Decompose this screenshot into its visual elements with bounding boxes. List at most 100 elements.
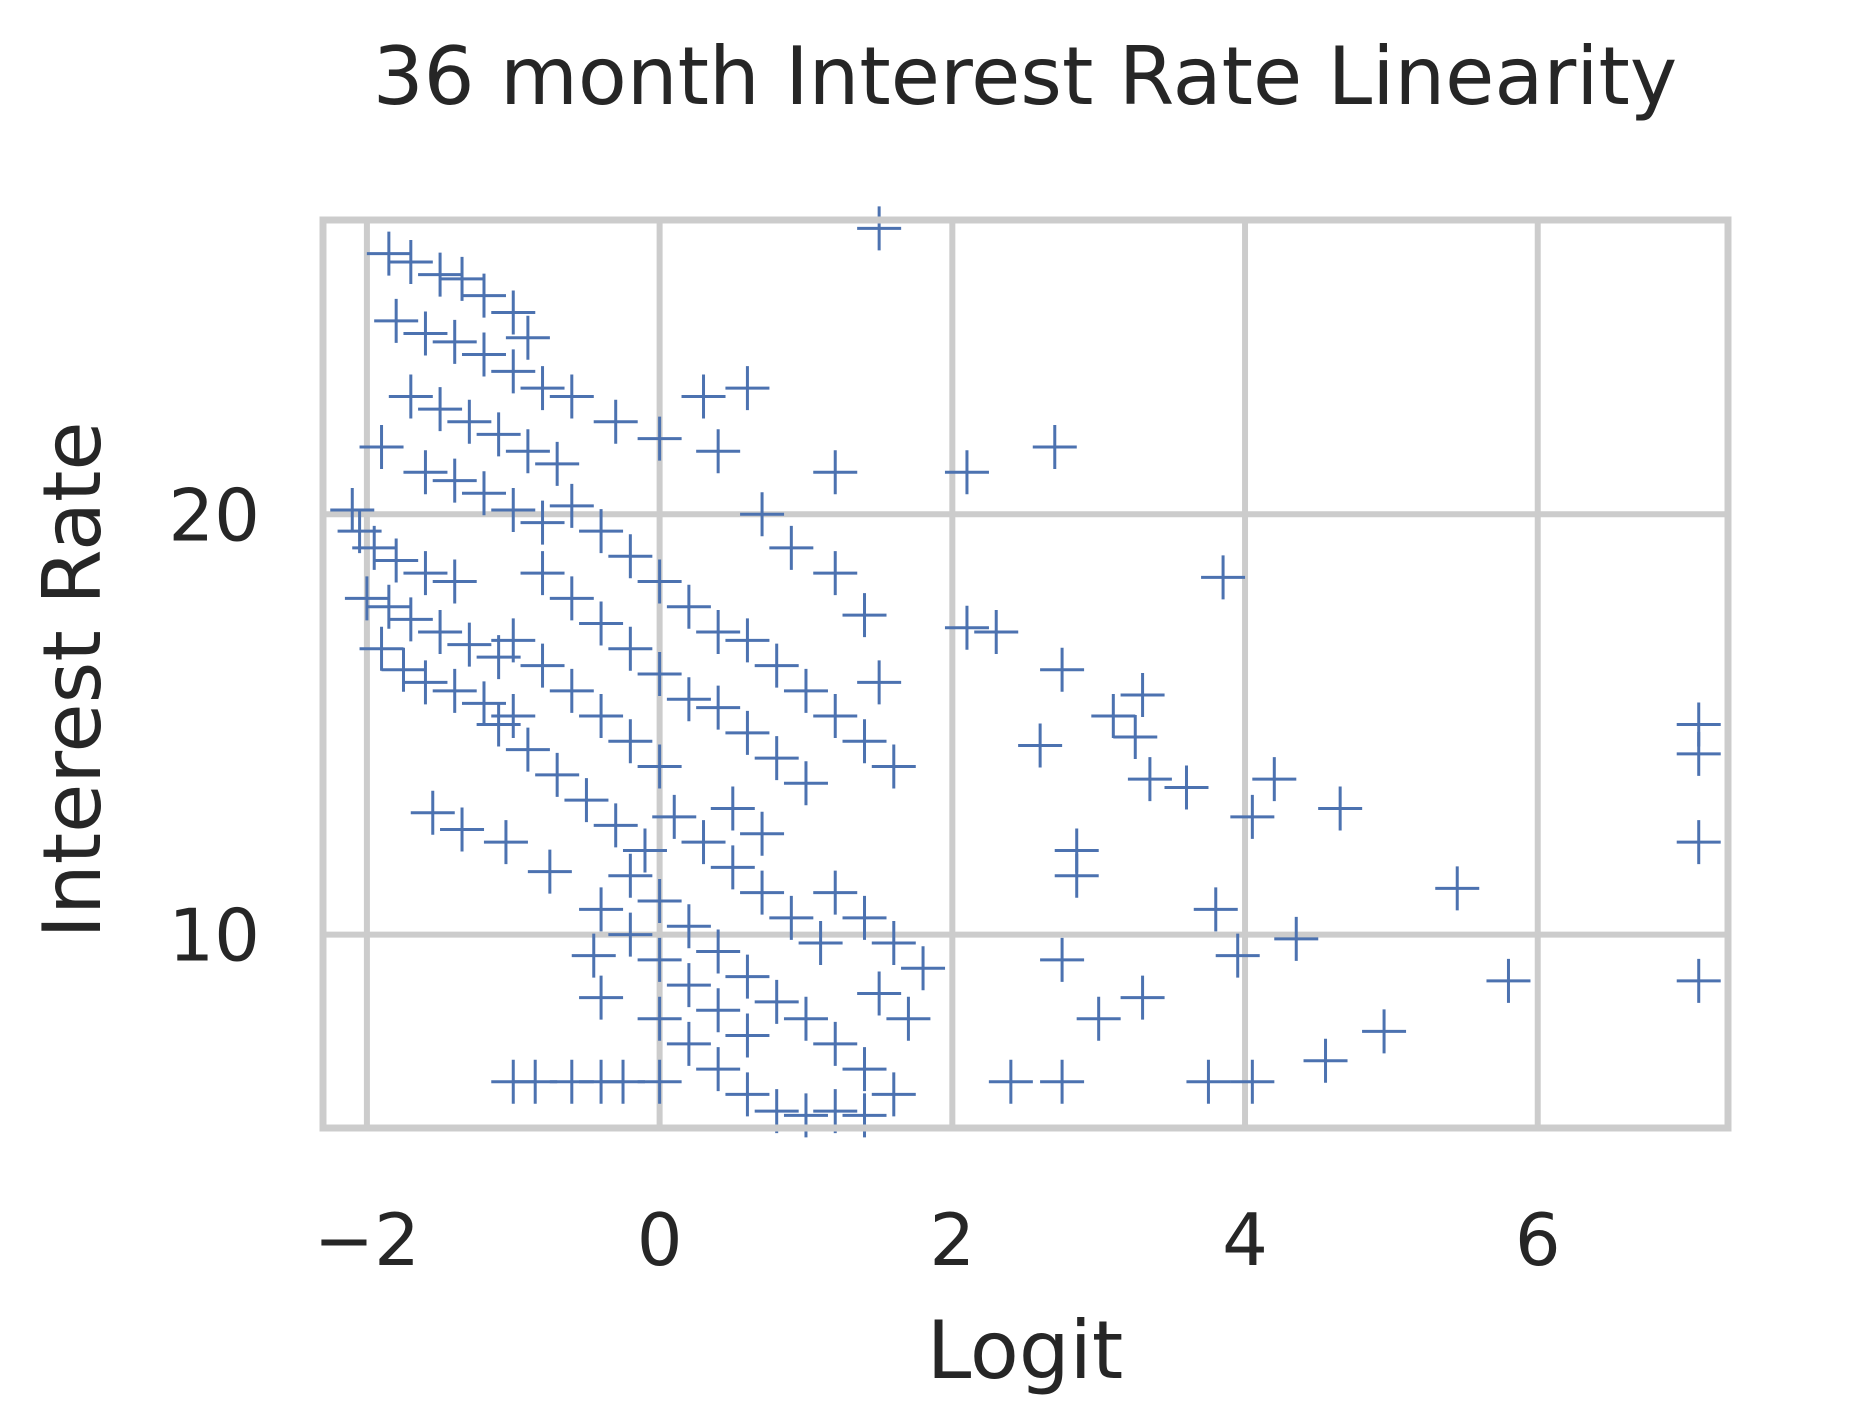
data-point <box>725 366 770 411</box>
data-point <box>549 576 594 621</box>
data-point <box>842 593 887 638</box>
data-point <box>798 921 843 966</box>
data-point <box>579 509 624 554</box>
data-point <box>944 605 989 650</box>
data-point <box>1032 425 1077 469</box>
data-point <box>769 525 814 570</box>
data-point <box>549 668 594 713</box>
data-point <box>403 551 448 596</box>
data-point <box>886 996 931 1041</box>
x-axis-label: Logit <box>927 1304 1123 1397</box>
data-point <box>666 584 711 629</box>
data-point <box>505 727 550 772</box>
data-point <box>1040 647 1085 692</box>
data-point <box>1120 975 1165 1020</box>
data-point <box>1318 786 1363 831</box>
data-point <box>871 1072 916 1117</box>
data-point <box>461 332 506 377</box>
y-tick-labels: 10 20 <box>168 473 260 977</box>
data-point <box>381 647 426 692</box>
data-point <box>432 319 477 364</box>
data-point <box>608 534 653 579</box>
data-point <box>710 845 755 890</box>
data-point <box>388 374 433 419</box>
data-point <box>754 643 799 688</box>
data-point <box>637 937 682 982</box>
data-point <box>1230 1059 1275 1104</box>
data-point <box>1303 1038 1348 1083</box>
data-point <box>813 551 858 596</box>
data-point <box>535 441 580 486</box>
data-point <box>1164 765 1209 810</box>
data-point <box>637 1059 682 1104</box>
data-point <box>1230 794 1275 839</box>
data-point <box>622 828 667 873</box>
data-point <box>527 849 572 894</box>
x-tick-label: 2 <box>929 1198 975 1282</box>
data-point <box>1040 937 1085 982</box>
data-point <box>1018 723 1063 768</box>
data-point <box>842 895 887 940</box>
x-tick-label: 4 <box>1222 1198 1268 1282</box>
data-point <box>476 412 521 457</box>
data-point <box>857 206 902 251</box>
data-point <box>725 954 770 999</box>
data-point <box>388 240 433 285</box>
data-point <box>725 1013 770 1058</box>
data-point <box>725 618 770 663</box>
data-point <box>1054 853 1099 898</box>
data-point <box>637 744 682 789</box>
data-point <box>740 870 785 915</box>
data-point <box>1362 1009 1407 1054</box>
data-point <box>842 1047 887 1092</box>
data-point <box>696 429 741 474</box>
data-point <box>637 559 682 604</box>
data-point <box>549 374 594 419</box>
data-point <box>725 1072 770 1117</box>
data-point <box>988 1059 1033 1104</box>
data-point <box>754 979 799 1024</box>
data-point <box>696 929 741 974</box>
data-point <box>652 794 697 839</box>
data-point <box>491 618 536 663</box>
y-axis-label: Interest Rate <box>26 421 119 938</box>
data-point <box>666 677 711 722</box>
data-point <box>725 710 770 755</box>
data-point <box>491 290 536 335</box>
data-point <box>418 609 463 654</box>
data-point <box>1186 1059 1231 1104</box>
data-point <box>403 660 448 705</box>
data-point <box>1113 715 1158 760</box>
grid <box>323 220 1728 1128</box>
data-point <box>352 525 397 570</box>
data-point <box>476 702 521 747</box>
x-tick-label: 6 <box>1515 1198 1561 1282</box>
data-point <box>535 752 580 797</box>
data-point <box>754 736 799 781</box>
data-point <box>783 761 828 806</box>
data-point <box>681 374 726 419</box>
data-point <box>637 879 682 923</box>
data-point <box>666 1021 711 1066</box>
x-tick-labels: −2 0 2 4 6 <box>314 1198 1561 1282</box>
data-point <box>520 366 565 411</box>
plot-background <box>323 220 1728 1128</box>
plot-frame <box>319 216 1732 1132</box>
data-point <box>608 853 653 898</box>
data-point <box>359 626 404 671</box>
data-point <box>461 273 506 318</box>
data-point <box>571 933 616 978</box>
data-point <box>564 778 609 823</box>
data-point <box>418 387 463 432</box>
data-point <box>366 231 411 276</box>
data-point <box>432 458 477 503</box>
data-point <box>608 912 653 957</box>
data-point <box>1040 1059 1085 1104</box>
data-point <box>944 450 989 495</box>
data-point <box>1486 958 1531 1003</box>
data-point <box>1127 757 1172 802</box>
data-point <box>491 488 536 533</box>
data-point <box>696 1047 741 1092</box>
data-point <box>1120 673 1165 718</box>
